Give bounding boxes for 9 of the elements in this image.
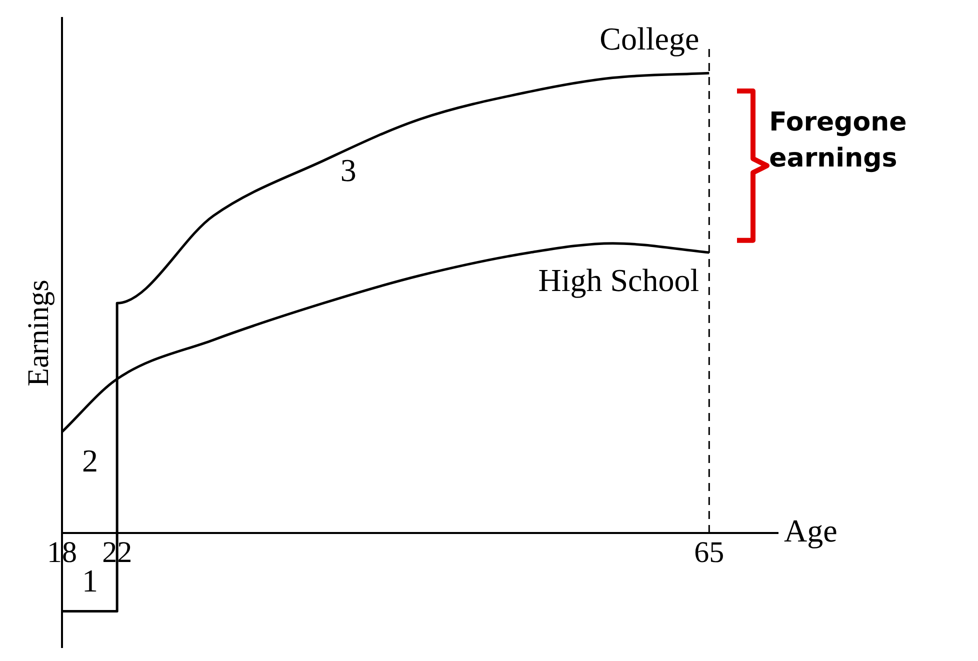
series-label: College [600,20,700,57]
annotation: 3 [340,152,356,188]
annotation: 2 [82,442,98,478]
series-label: High School [538,262,700,298]
annotation: Foregone earnings [769,107,907,174]
annotation: 1 [82,562,98,598]
y-axis-title: Earnings [22,280,55,386]
x-tick-label: 65 [694,536,724,569]
x-axis-title: Age [784,512,838,548]
